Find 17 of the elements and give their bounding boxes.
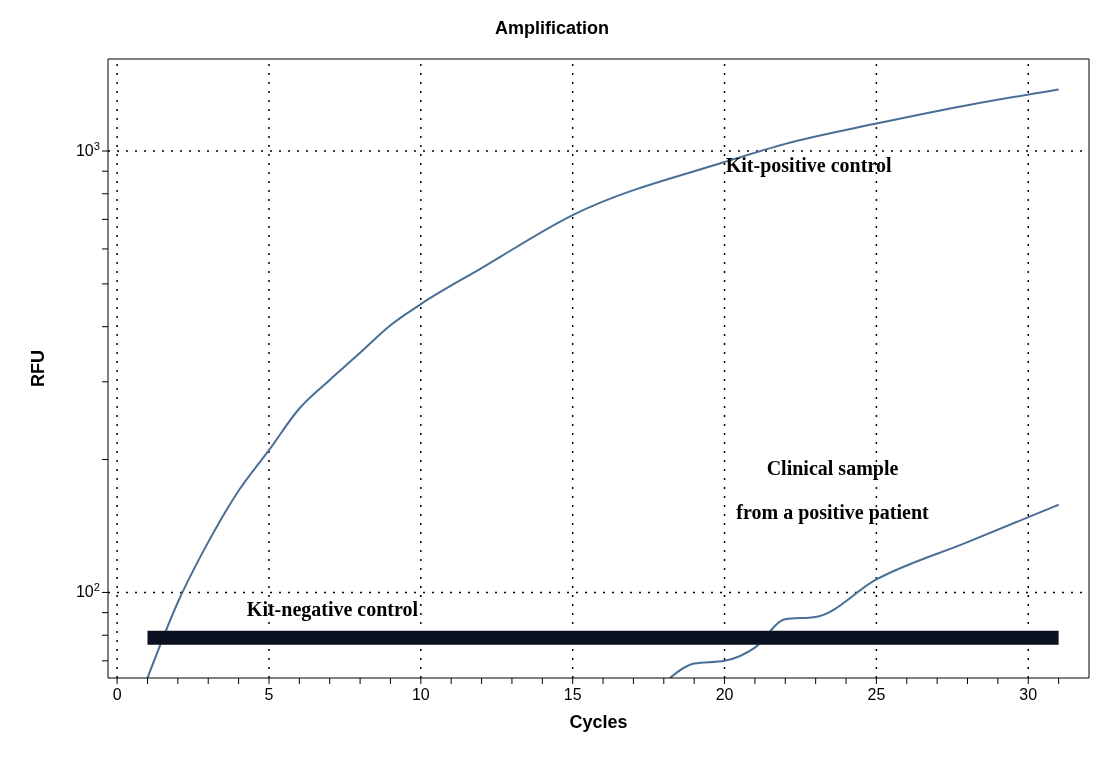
x-tick-label: 10 [411, 686, 430, 703]
y-tick-label: 10$^{2}$ [75, 581, 100, 601]
x-tick-label: 15 [563, 686, 582, 703]
x-tick-label: 25 [867, 686, 886, 703]
x-tick-label: 20 [715, 686, 734, 703]
series-label: Clinical sample from a positive patient [736, 457, 930, 525]
x-tick-label: 5 [264, 686, 274, 703]
x-tick-label: 30 [1019, 686, 1038, 703]
chart-title: Amplification [494, 17, 610, 40]
line-series [668, 503, 1060, 678]
series-label: Kit-positive control [725, 153, 892, 177]
line-series [146, 88, 1060, 678]
y-axis-title: RFU [28, 350, 49, 387]
series-label: Kit-negative control [246, 597, 419, 621]
x-axis-title: Cycles [569, 712, 628, 732]
x-tick-label: 0 [112, 686, 122, 703]
y-tick-label: 10$^{3}$ [75, 140, 100, 160]
